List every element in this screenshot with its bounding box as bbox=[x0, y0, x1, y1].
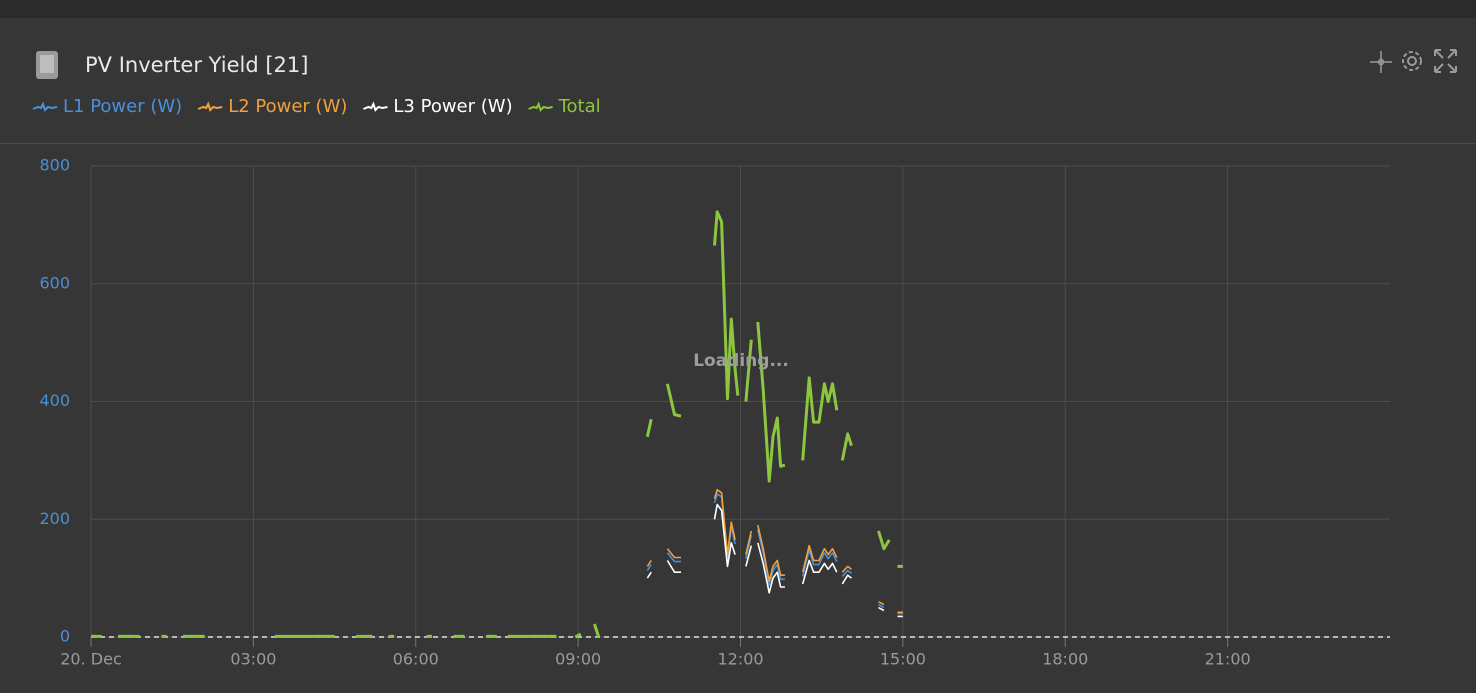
top-strip bbox=[0, 0, 1476, 18]
legend-symbol bbox=[197, 101, 223, 112]
x-tick-label: 12:00 bbox=[717, 650, 763, 669]
widget-panel bbox=[0, 18, 1476, 693]
expand-icon[interactable] bbox=[1434, 49, 1457, 73]
y-tick-label: 600 bbox=[39, 273, 70, 292]
move-icon[interactable] bbox=[1370, 51, 1392, 73]
x-tick-label: 18:00 bbox=[1042, 650, 1088, 669]
loading-text: Loading... bbox=[693, 351, 789, 371]
legend-item[interactable]: L2 Power (W) bbox=[197, 96, 347, 117]
x-tick-label: 06:00 bbox=[393, 650, 439, 669]
series-line bbox=[91, 210, 903, 639]
legend-label: L3 Power (W) bbox=[393, 96, 512, 117]
legend-item[interactable]: Total bbox=[528, 96, 601, 117]
x-tick-label: 03:00 bbox=[230, 650, 276, 669]
legend-symbol bbox=[528, 101, 553, 112]
series-line bbox=[646, 489, 903, 614]
y-tick-label: 0 bbox=[60, 627, 70, 646]
y-tick-label: 400 bbox=[39, 391, 70, 410]
legend: L1 Power (W) L2 Power (W) L3 Power (W) Tota… bbox=[32, 96, 601, 117]
y-tick-label: 800 bbox=[39, 156, 70, 175]
device-icon bbox=[36, 51, 58, 79]
x-tick-label: 15:00 bbox=[880, 650, 926, 669]
legend-label: L2 Power (W) bbox=[228, 96, 347, 117]
legend-item[interactable]: L3 Power (W) bbox=[363, 96, 513, 117]
y-tick-label: 200 bbox=[39, 509, 70, 528]
settings-icon[interactable] bbox=[1402, 51, 1422, 71]
widget-title: PV Inverter Yield [21] bbox=[85, 53, 308, 77]
x-tick-label: 20. Dec bbox=[60, 650, 122, 669]
legend-symbol bbox=[32, 101, 58, 112]
x-tick-label: 21:00 bbox=[1205, 650, 1251, 669]
x-tick-label: 09:00 bbox=[555, 650, 601, 669]
legend-item[interactable]: L1 Power (W) bbox=[32, 96, 182, 117]
legend-label: L1 Power (W) bbox=[63, 96, 182, 117]
legend-symbol bbox=[363, 101, 388, 112]
series-line bbox=[646, 503, 903, 618]
plot-area: 0 200 400 600 800 20. Dec 03:00 06:00 09:00 12:00… bbox=[39, 156, 1390, 669]
legend-label: Total bbox=[558, 96, 601, 117]
